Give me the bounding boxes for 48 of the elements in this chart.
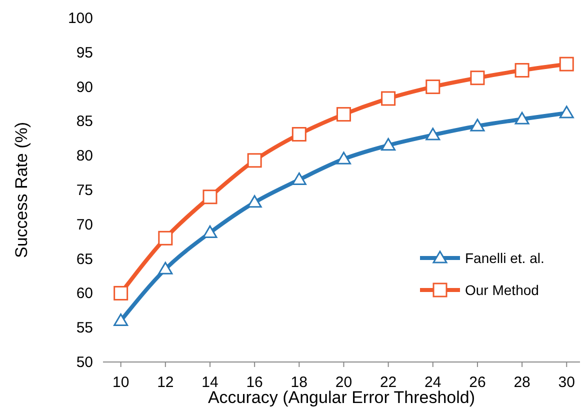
x-tick-label: 20 bbox=[335, 374, 352, 391]
point bbox=[292, 172, 306, 185]
y-tick-label: 65 bbox=[76, 250, 93, 268]
x-tick-label: 16 bbox=[246, 374, 263, 391]
y-axis-title: Success Rate (%) bbox=[12, 122, 31, 258]
point bbox=[514, 63, 530, 78]
point bbox=[114, 313, 128, 326]
point bbox=[559, 106, 574, 118]
x-tick-label: 22 bbox=[380, 374, 397, 391]
point bbox=[202, 225, 218, 238]
y-tick-label: 75 bbox=[76, 182, 93, 199]
point bbox=[158, 230, 173, 246]
x-tick-label: 30 bbox=[558, 374, 575, 391]
point bbox=[381, 138, 396, 151]
point bbox=[336, 107, 351, 122]
point bbox=[514, 112, 530, 124]
legend-label: Fanelli et. al. bbox=[465, 250, 544, 266]
point bbox=[247, 153, 262, 168]
y-tick-label: 85 bbox=[76, 113, 93, 130]
point bbox=[470, 70, 485, 86]
x-tick-label: 14 bbox=[202, 374, 218, 391]
point bbox=[292, 127, 306, 142]
y-tick-label: 100 bbox=[68, 10, 93, 27]
point bbox=[426, 80, 440, 94]
x-axis-title: Accuracy (Angular Error Threshold) bbox=[208, 388, 476, 407]
legend-label: Our Method bbox=[465, 282, 539, 298]
point bbox=[247, 195, 262, 208]
point bbox=[114, 286, 128, 300]
point bbox=[202, 190, 218, 204]
point bbox=[381, 91, 396, 106]
point bbox=[470, 118, 485, 132]
point bbox=[426, 128, 440, 140]
point bbox=[158, 262, 173, 274]
x-tick-label: 10 bbox=[112, 374, 130, 391]
point bbox=[559, 56, 574, 72]
x-tick-label: 24 bbox=[424, 374, 442, 391]
y-tick-label: 80 bbox=[76, 148, 93, 165]
x-tick-label: 12 bbox=[157, 374, 174, 391]
x-tick-label: 28 bbox=[514, 374, 530, 391]
point bbox=[336, 152, 351, 164]
y-tick-label: 70 bbox=[76, 216, 93, 234]
y-tick-label: 90 bbox=[76, 78, 93, 96]
y-tick-label: 50 bbox=[76, 354, 93, 371]
y-tick-label: 60 bbox=[76, 285, 93, 302]
x-tick-label: 26 bbox=[469, 374, 486, 391]
y-tick-label: 55 bbox=[76, 320, 93, 337]
y-tick-label: 95 bbox=[76, 44, 93, 62]
x-tick-label: 18 bbox=[290, 374, 308, 391]
